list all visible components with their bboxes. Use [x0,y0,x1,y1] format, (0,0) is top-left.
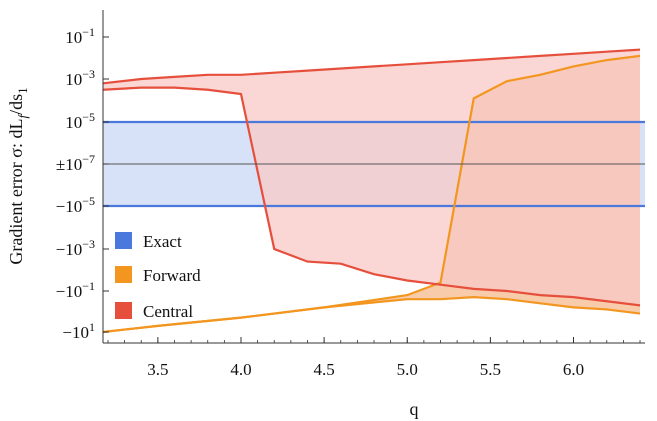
y-tick-label: −10−3 [56,237,95,259]
x-tick-label: 4.5 [313,360,334,379]
axes [102,10,645,344]
y-tick-label: −10−1 [56,279,95,301]
y-tick-label: −101 [62,320,95,342]
axis-labels: q Gradient error σ: dLf/ds1 [6,87,419,419]
series-upper-line-central [102,48,641,85]
x-tick-label: 5.0 [397,360,418,379]
x-tick-label: 3.5 [147,360,168,379]
y-tick-label-reference: ±10−7 [56,152,95,174]
series-fill-central [103,49,641,306]
x-tick-label: 4.0 [230,360,251,379]
legend-label-central: Central [143,302,193,321]
series-fills [103,49,645,333]
y-tick-label: 10−1 [65,25,95,47]
legend-swatch-forward [115,266,132,283]
legend: Exact Forward Central [115,232,201,321]
x-tick-label: 6.0 [563,360,584,379]
y-tick-label: 10−5 [65,110,95,132]
y-tick-label: 10−3 [65,67,95,89]
series-lines [102,48,645,334]
x-tick-label: 5.5 [480,360,501,379]
legend-swatch-exact [115,232,132,249]
legend-label-exact: Exact [143,232,182,251]
legend-swatch-central [115,302,132,319]
series-lower-line-central [102,86,641,307]
series-lower-line-forward [102,296,641,334]
x-axis-label: q [410,399,419,419]
tick-labels: 3.5 4.0 4.5 5.0 5.5 6.0 10−1 10−3 10−5 −10−5 −10−3… [56,25,585,379]
y-axis-label: Gradient error σ: dLf/ds1 [6,87,30,264]
legend-label-forward: Forward [143,266,201,285]
y-tick-label: −10−5 [56,194,95,216]
